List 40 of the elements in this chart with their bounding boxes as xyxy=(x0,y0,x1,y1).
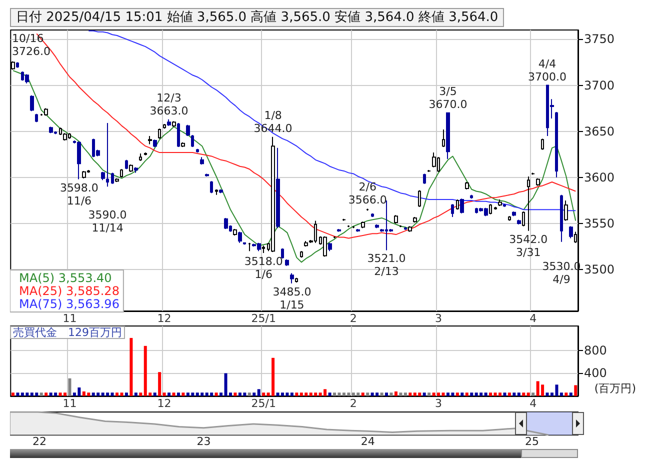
y-tick-label: 400 xyxy=(584,366,607,380)
chart-title: 売買代金 129百万円 xyxy=(13,326,122,339)
x-tick-label: 2 xyxy=(350,397,357,410)
y-tick-label: 3500 xyxy=(584,262,615,277)
y-tick-label: 800 xyxy=(584,343,607,358)
annotation: 3598.0 11/6 xyxy=(60,181,98,208)
x-tick-label: 2 xyxy=(350,312,357,325)
y-tick-label: 3600 xyxy=(584,170,615,184)
x-tick-label: 3 xyxy=(435,312,442,325)
y-tick-label: 3550 xyxy=(584,216,615,230)
x-tick-label: 11 xyxy=(62,397,77,410)
x-tick-label: 25/1 xyxy=(251,312,276,325)
x-tick-label: 22 xyxy=(32,435,47,448)
annotation: 3/5 3670.0 xyxy=(428,84,468,111)
annotation: 3485.0 1/15 xyxy=(272,285,312,312)
text: MA(25) 3,585.28 xyxy=(19,284,120,298)
annotation: 3590.0 11/14 xyxy=(88,208,127,234)
annotation: 3518.0 1/6 xyxy=(244,254,283,281)
x-tick-label: 4 xyxy=(530,312,537,325)
y-axis-title: (百万円) xyxy=(594,382,636,395)
x-tick-label: 12 xyxy=(157,312,172,325)
x-tick-label: 25/1 xyxy=(251,397,276,410)
x-tick-label: 24 xyxy=(360,435,375,448)
x-tick-label: 23 xyxy=(196,435,211,448)
x-tick-label: 3 xyxy=(435,397,442,410)
y-tick-label: 3700 xyxy=(584,78,615,92)
text: MA(75) 3,563.96 xyxy=(19,297,120,311)
text: MA(5) 3,553.40 xyxy=(19,271,112,285)
annotation: 4/4 3700.0 xyxy=(528,57,567,84)
chart-title: 日付 2025/04/15 15:01 始値 3,565.0 高値 3,565.0 安値 3,564.0 終値 3,564.0 xyxy=(16,9,498,25)
x-tick-label: 4 xyxy=(530,397,537,410)
y-tick-label: 3750 xyxy=(584,32,615,46)
x-tick-label: 12 xyxy=(157,397,172,410)
y-tick-label: 3650 xyxy=(584,124,615,138)
annotation: 3542.0 3/31 xyxy=(509,232,548,259)
annotation: 2/6 3566.0 xyxy=(348,180,387,207)
x-tick-label: 11 xyxy=(62,312,77,325)
annotation: 3521.0 2/13 xyxy=(367,252,406,278)
x-tick-label: 25 xyxy=(525,435,540,448)
annotation: 12/3 3663.0 xyxy=(150,91,188,118)
